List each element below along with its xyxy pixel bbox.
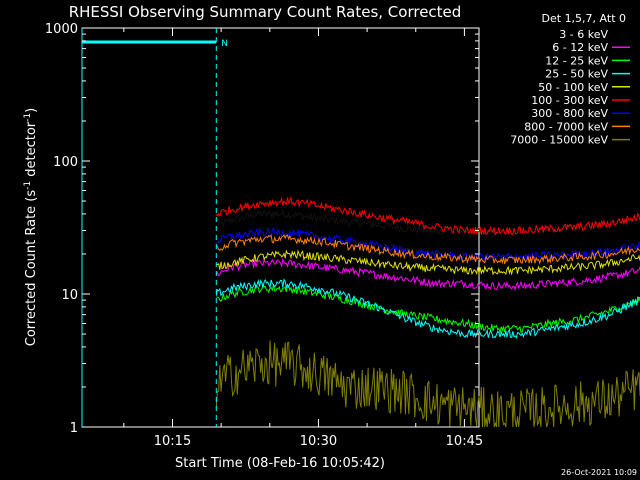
series-line	[215, 340, 640, 428]
y-axis-label-mid: detector	[24, 121, 39, 181]
legend-label: 12 - 25 keV	[545, 54, 608, 67]
x-axis-ticks: 10:15 10:30 10:45	[123, 28, 483, 449]
x-tick-label: 10:30	[300, 434, 337, 449]
legend-label: 7000 - 15000 keV	[510, 134, 608, 147]
marker-layer: N	[81, 28, 228, 427]
series-line	[216, 226, 640, 263]
y-axis-label-end: )	[24, 108, 39, 113]
legend-label: 800 - 7000 keV	[524, 120, 608, 133]
legend-label: 25 - 50 keV	[545, 68, 608, 81]
series-line	[215, 195, 640, 236]
legend-header: Det 1,5,7, Att 0	[542, 12, 626, 25]
series-line	[216, 234, 640, 265]
x-axis-label: Start Time (08-Feb-16 10:05:42)	[175, 456, 385, 471]
chart-title: RHESSI Observing Summary Count Rates, Co…	[69, 3, 462, 21]
y-tick-label: 100	[53, 155, 78, 170]
series-line	[215, 278, 640, 340]
legend-label: 3 - 6 keV	[559, 28, 608, 41]
series-line	[216, 249, 640, 276]
series-line	[216, 283, 640, 334]
x-tick-label: 10:15	[154, 434, 191, 449]
legend-label: 6 - 12 keV	[552, 41, 608, 54]
footer-timestamp: 26-Oct-2021 10:09	[561, 468, 637, 477]
legend-label: 50 - 100 keV	[538, 81, 608, 94]
y-tick-label: 1000	[45, 22, 78, 37]
x-tick-label: 10:45	[446, 434, 483, 449]
y-tick-label: 10	[61, 288, 78, 303]
series-line	[215, 208, 640, 239]
legend-label: 300 - 800 keV	[531, 107, 608, 120]
legend-label: 100 - 300 keV	[531, 94, 608, 107]
y-axis-label-main: Corrected Count Rate (s	[24, 190, 39, 347]
y-tick-label: 1	[70, 421, 78, 436]
plot-frame	[81, 27, 480, 428]
interval-label: N	[221, 39, 228, 49]
series-line	[215, 257, 640, 292]
y-axis-label-sup1: -1	[23, 181, 33, 190]
y-axis-label-sup2: -1	[23, 113, 33, 122]
y-axis-ticks: 1 10 100 1000	[45, 22, 479, 436]
series-layer	[215, 195, 640, 428]
y-axis-label: Corrected Count Rate (s-1 detector-1)	[23, 108, 39, 346]
